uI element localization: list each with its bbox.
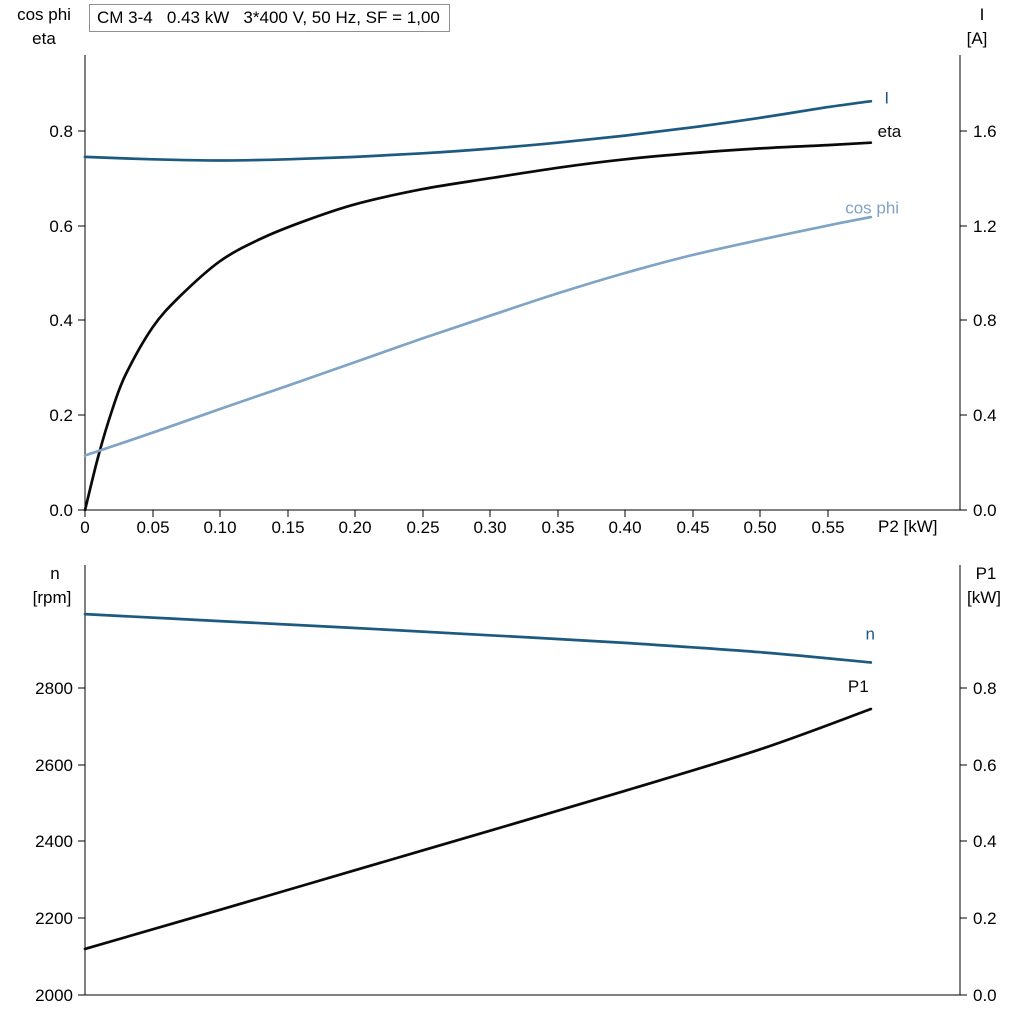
curve-label-P1: P1 bbox=[848, 677, 869, 696]
x-tick-label-0: 0.45 bbox=[676, 518, 709, 537]
left-tick-label-1: 2200 bbox=[35, 909, 73, 928]
curve-label-cos-phi: cos phi bbox=[845, 199, 899, 218]
right-axis-title-1: [kW] bbox=[967, 588, 1001, 607]
x-tick-label-0: 0.25 bbox=[406, 518, 439, 537]
curve-n bbox=[83, 612, 873, 664]
left-axis-title-0: cos phi bbox=[17, 5, 71, 24]
right-tick-label-1: 0.0 bbox=[973, 986, 997, 1005]
x-tick-label-0: 0.35 bbox=[541, 518, 574, 537]
left-tick-label-1: 2400 bbox=[35, 832, 73, 851]
left-tick-label-1: 2600 bbox=[35, 756, 73, 775]
right-tick-label-0: 1.2 bbox=[973, 217, 997, 236]
left-axis-title-1: n bbox=[50, 564, 59, 583]
curve-eta bbox=[83, 141, 873, 512]
x-tick-label-0: 0.10 bbox=[203, 518, 236, 537]
curve-I bbox=[83, 99, 873, 162]
left-tick-label-0: 0.0 bbox=[49, 501, 73, 520]
left-tick-label-0: 0.8 bbox=[49, 122, 73, 141]
right-axis-title-0: [A] bbox=[967, 29, 988, 48]
left-tick-label-0: 0.4 bbox=[49, 311, 73, 330]
chart-title-box: CM 3-4 0.43 kW 3*400 V, 50 Hz, SF = 1,00 bbox=[89, 4, 450, 32]
x-tick-label-0: 0 bbox=[80, 518, 89, 537]
right-tick-label-1: 0.2 bbox=[973, 909, 997, 928]
x-tick-label-0: 0.05 bbox=[136, 518, 169, 537]
x-axis-title-0: P2 [kW] bbox=[878, 517, 938, 536]
right-tick-label-1: 0.8 bbox=[973, 679, 997, 698]
curve-cos-phi bbox=[83, 215, 873, 457]
x-tick-label-0: 0.20 bbox=[338, 518, 371, 537]
right-tick-label-0: 1.6 bbox=[973, 122, 997, 141]
x-tick-label-0: 0.40 bbox=[608, 518, 641, 537]
right-tick-label-1: 0.4 bbox=[973, 832, 997, 851]
right-axis-title-1: P1 bbox=[976, 564, 997, 583]
left-tick-label-1: 2000 bbox=[35, 986, 73, 1005]
x-tick-label-0: 0.50 bbox=[743, 518, 776, 537]
curve-P1 bbox=[83, 707, 873, 951]
x-tick-label-0: 0.15 bbox=[271, 518, 304, 537]
left-tick-label-0: 0.2 bbox=[49, 406, 73, 425]
curve-label-eta: eta bbox=[878, 122, 902, 141]
x-tick-label-0: 0.30 bbox=[473, 518, 506, 537]
left-tick-label-1: 2800 bbox=[35, 679, 73, 698]
left-axis-title-1: [rpm] bbox=[33, 588, 72, 607]
left-tick-label-0: 0.6 bbox=[49, 217, 73, 236]
x-tick-label-0: 0.55 bbox=[811, 518, 844, 537]
right-tick-label-1: 0.6 bbox=[973, 756, 997, 775]
curve-label-I: I bbox=[884, 89, 889, 108]
left-axis-title-0: eta bbox=[32, 29, 56, 48]
curve-label-n: n bbox=[865, 624, 874, 643]
right-axis-title-0: I bbox=[980, 5, 985, 24]
right-tick-label-0: 0.4 bbox=[973, 406, 997, 425]
right-tick-label-0: 0.0 bbox=[973, 501, 997, 520]
right-tick-label-0: 0.8 bbox=[973, 311, 997, 330]
